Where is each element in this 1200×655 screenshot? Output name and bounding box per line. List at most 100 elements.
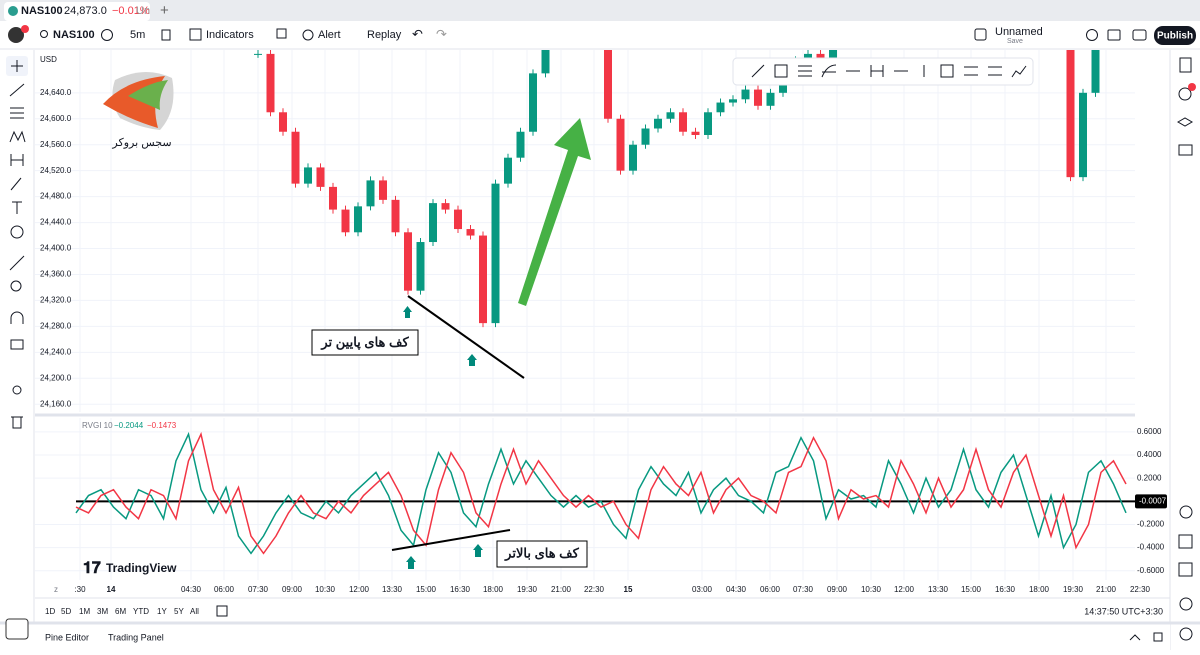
tab-price: 24,873.0	[64, 5, 107, 17]
replay-button[interactable]: Replay	[367, 29, 402, 41]
redo[interactable]: ↷	[436, 26, 447, 41]
logo-text: سجس بروکر	[111, 137, 171, 149]
fib-tool[interactable]	[10, 107, 24, 119]
candle	[666, 112, 675, 119]
indicators-button[interactable]: Indicators	[206, 29, 254, 41]
ruler-tool[interactable]	[9, 255, 25, 271]
measure-tool[interactable]	[10, 154, 24, 166]
publish-button[interactable]	[1154, 26, 1196, 45]
pitchfork[interactable]	[774, 64, 788, 78]
candle	[816, 53, 825, 61]
cursor-tool[interactable]	[11, 60, 23, 72]
drawing-toolbar	[0, 50, 34, 622]
hide-tool[interactable]	[12, 385, 22, 395]
tab[interactable]	[4, 2, 150, 21]
symbol-icon	[8, 6, 18, 16]
lock-tool[interactable]	[10, 339, 24, 350]
settings-icon[interactable]	[1086, 29, 1098, 41]
y-tick-label: 24,160.0	[40, 399, 72, 408]
range-button[interactable]: 1D	[45, 607, 55, 616]
undo[interactable]: ↶	[412, 26, 423, 41]
profile[interactable]	[1179, 627, 1193, 641]
x-tick-label: 13:30	[928, 585, 949, 594]
brush-tool[interactable]	[10, 177, 22, 191]
pattern-tool[interactable]	[9, 130, 26, 143]
target[interactable]	[1179, 505, 1193, 519]
templates-icon[interactable]	[276, 28, 287, 39]
tab-next[interactable]: Un	[136, 5, 150, 17]
text-tool[interactable]	[12, 201, 22, 214]
candle	[516, 131, 525, 158]
watchlist[interactable]	[1179, 57, 1192, 73]
candle	[254, 53, 262, 55]
fullscreen-icon[interactable]	[1107, 29, 1121, 41]
interval[interactable]: 5m	[130, 29, 145, 41]
fib[interactable]	[798, 65, 812, 77]
range-button[interactable]: 6M	[115, 607, 126, 616]
indicator-reading: −0.2044	[114, 421, 144, 430]
range-button[interactable]: YTD	[133, 607, 149, 616]
x-tick-label: 04:30	[181, 585, 202, 594]
range-button[interactable]: 5D	[61, 607, 71, 616]
range-button[interactable]: All	[190, 607, 199, 616]
y-tick-label: 24,400.0	[40, 244, 72, 253]
pine-editor-tab[interactable]: Pine Editor	[45, 632, 89, 642]
tab-change: −0.01%	[112, 5, 150, 17]
layout-name[interactable]: Unnamed	[995, 26, 1043, 38]
calendar[interactable]	[1178, 534, 1193, 549]
candle	[1066, 50, 1075, 178]
range-button[interactable]: 5Y	[174, 607, 184, 616]
emoji-tool[interactable]	[10, 225, 24, 239]
chart-type-icon[interactable]	[161, 29, 171, 41]
x-tick-label: 03:00	[692, 585, 713, 594]
channel[interactable]	[964, 66, 978, 76]
candle	[391, 199, 400, 233]
help[interactable]	[1179, 597, 1193, 611]
gann[interactable]	[821, 64, 837, 78]
delete-tool[interactable]	[11, 416, 23, 429]
candle	[379, 180, 387, 200]
layers[interactable]	[1176, 117, 1194, 127]
chat[interactable]	[1178, 144, 1193, 156]
favorites[interactable]	[5, 618, 29, 640]
avatar[interactable]	[8, 27, 24, 43]
trading-panel-tab[interactable]: Trading Panel	[108, 632, 164, 642]
x-tick-label: 09:00	[827, 585, 848, 594]
rect[interactable]	[940, 64, 954, 78]
new-tab[interactable]: +	[160, 2, 169, 19]
apps[interactable]	[1178, 562, 1193, 577]
candle	[679, 112, 687, 132]
y-tick-label: -0.4000	[1137, 543, 1165, 552]
alert-button[interactable]: Alert	[318, 29, 341, 41]
panel-controls[interactable]	[1129, 632, 1163, 642]
x-tick-label: :30	[74, 585, 86, 594]
range-button[interactable]: 1Y	[157, 607, 167, 616]
symbol-search[interactable]: NAS100	[53, 29, 95, 41]
zoom-tool[interactable]	[10, 280, 22, 292]
range-button[interactable]: 1M	[79, 607, 90, 616]
y-tick-label: 0.2000	[1137, 473, 1162, 482]
candle	[804, 53, 812, 61]
path[interactable]	[1011, 65, 1027, 78]
range-button[interactable]: 3M	[97, 607, 108, 616]
candle	[1091, 50, 1100, 93]
candle	[616, 118, 625, 171]
parallel[interactable]	[988, 66, 1002, 76]
compare-icon[interactable]	[101, 29, 113, 41]
x-tick-label: 19:30	[1063, 585, 1084, 594]
x-tick-label: 07:30	[248, 585, 269, 594]
tab-symbol: NAS100	[21, 5, 63, 17]
magnet-tool[interactable]	[10, 311, 24, 324]
candle	[354, 206, 362, 233]
annotation-box	[311, 329, 419, 356]
y-tick-label: 0.6000	[1137, 427, 1162, 436]
toolbar	[0, 21, 1200, 49]
trend-line[interactable]	[751, 64, 765, 78]
line-tool[interactable]	[9, 83, 25, 97]
snapshot-icon[interactable]	[1132, 29, 1147, 41]
currency: USD	[40, 55, 57, 64]
range[interactable]	[870, 65, 884, 77]
alerts[interactable]	[1178, 87, 1192, 101]
date-range-icon[interactable]	[216, 605, 228, 617]
candle	[366, 180, 375, 207]
